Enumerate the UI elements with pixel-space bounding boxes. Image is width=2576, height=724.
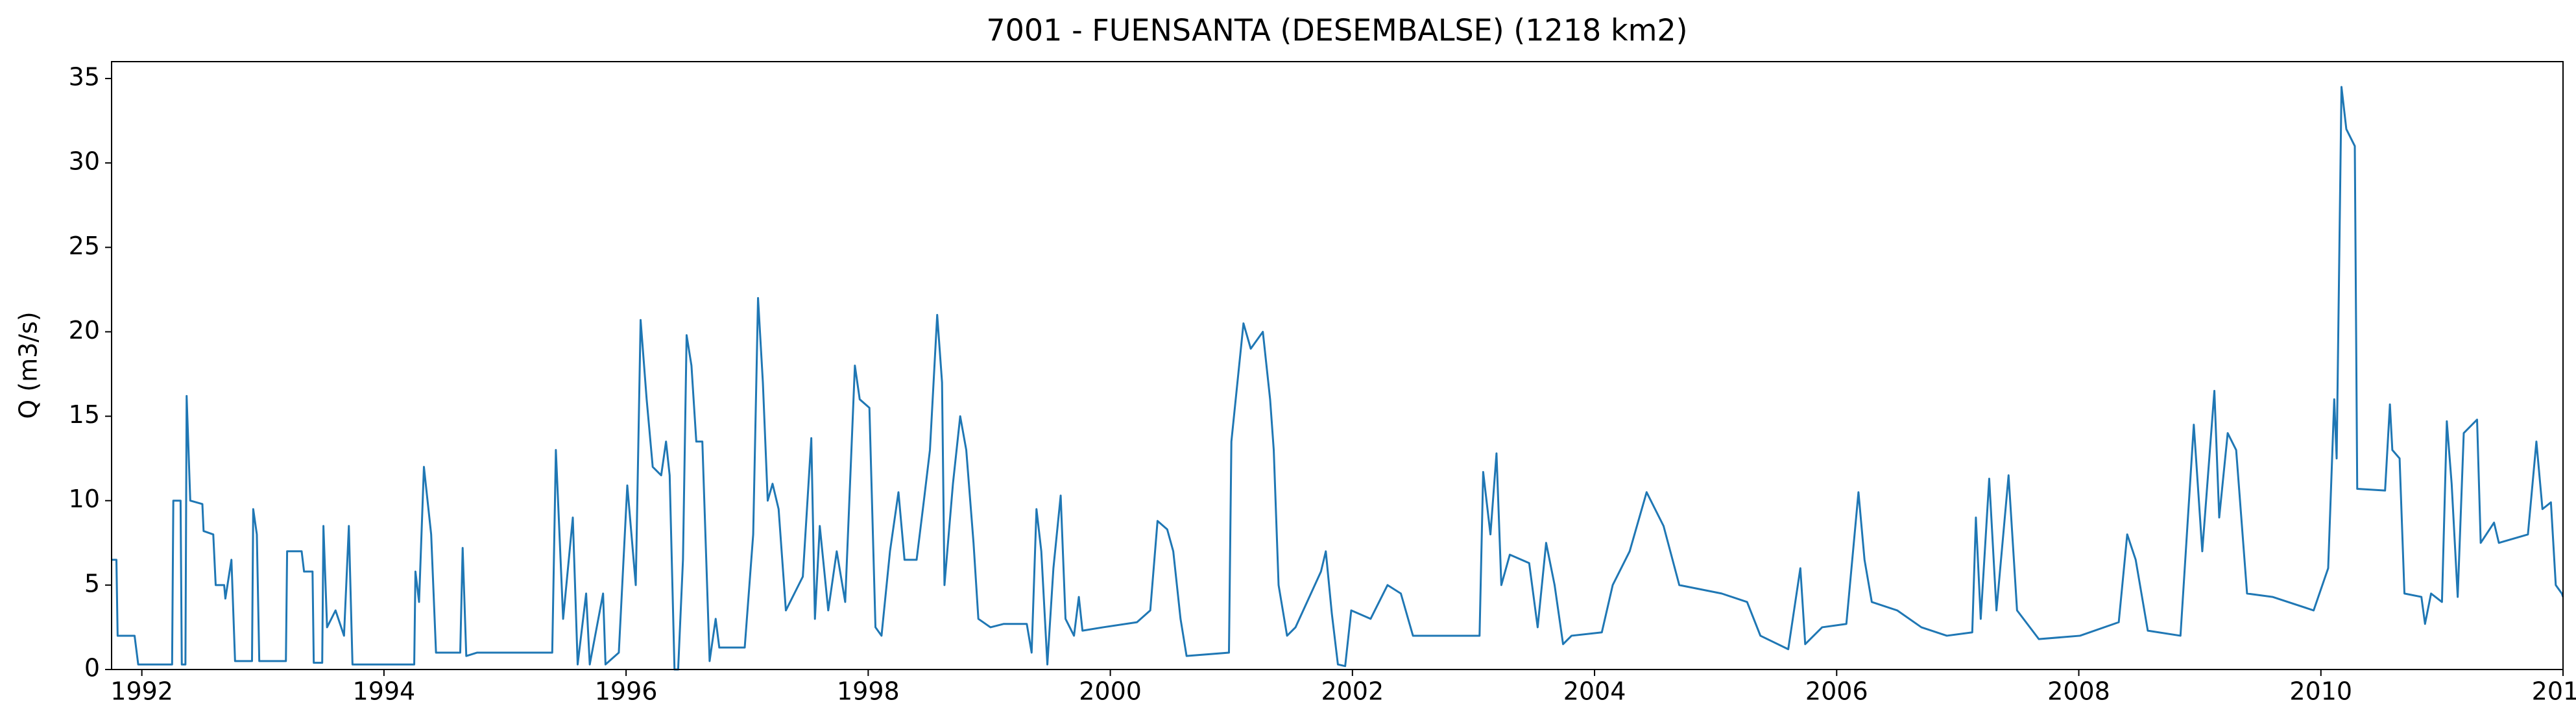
y-tick-label: 0	[84, 654, 100, 682]
y-tick-label: 30	[69, 147, 100, 176]
x-tick-label: 2002	[1321, 677, 1384, 706]
y-tick-label: 5	[84, 569, 100, 597]
x-tick-label: 1996	[595, 677, 658, 706]
x-tick-label: 2008	[2047, 677, 2110, 706]
y-axis-label: Q (m3/s)	[14, 311, 43, 418]
x-tick-label: 2006	[1805, 677, 1868, 706]
x-tick-label: 2004	[1563, 677, 1626, 706]
x-tick-label: 1992	[110, 677, 173, 706]
y-tick-label: 15	[69, 400, 100, 429]
y-tick-label: 10	[69, 485, 100, 513]
y-tick-label: 35	[69, 63, 100, 91]
x-tick-label: 1994	[353, 677, 416, 706]
x-tick-label: 2012	[2532, 677, 2576, 706]
flow-line	[112, 86, 2564, 671]
x-tick-label: 1998	[837, 677, 900, 706]
x-tick-label: 2010	[2289, 677, 2352, 706]
y-tick-label: 25	[69, 232, 100, 260]
x-tick-label: 2000	[1079, 677, 1142, 706]
y-tick-label: 20	[69, 316, 100, 344]
plot-frame	[111, 61, 2564, 670]
chart-title: 7001 - FUENSANTA (DESEMBALSE) (1218 km2)	[986, 13, 1687, 48]
